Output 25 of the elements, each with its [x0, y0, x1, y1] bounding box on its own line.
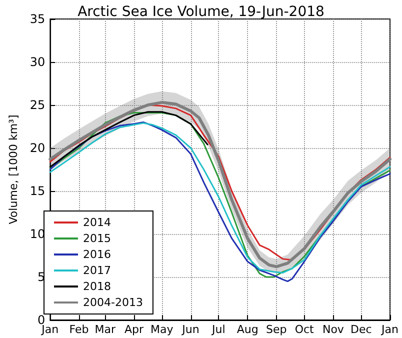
- x-tick-label: Feb: [69, 323, 89, 336]
- x-tick-label: Jul: [211, 323, 226, 336]
- legend-label: 2016: [83, 248, 111, 261]
- x-tick-label: Apr: [124, 323, 144, 336]
- legend-label: 2004-2013: [83, 296, 143, 309]
- y-axis-title: Volume, [1000 km³]: [7, 114, 20, 224]
- y-tick-label: 15: [30, 184, 46, 198]
- x-tick-label: Dec: [350, 323, 372, 336]
- chart-title: Arctic Sea Ice Volume, 19-Jun-2018: [78, 4, 324, 20]
- legend-label: 2014: [83, 216, 111, 229]
- legend-label: 2015: [83, 232, 111, 245]
- x-tick-label: May: [150, 323, 174, 336]
- x-tick-label: Oct: [294, 323, 315, 336]
- legend-label: 2018: [83, 280, 111, 293]
- x-tick-label: Aug: [236, 323, 258, 336]
- y-tick-label: 20: [30, 141, 46, 155]
- x-tick-label: Jun: [181, 323, 200, 336]
- y-tick-label: 30: [30, 55, 46, 69]
- legend-label: 2017: [83, 264, 111, 277]
- x-tick-label: Jan: [380, 323, 398, 336]
- x-tick-label: Sep: [266, 323, 287, 336]
- y-tick-label: 25: [30, 98, 46, 112]
- y-tick-label: 35: [30, 12, 46, 26]
- x-tick-label: Nov: [322, 323, 344, 336]
- x-tick-label: Mar: [94, 323, 116, 336]
